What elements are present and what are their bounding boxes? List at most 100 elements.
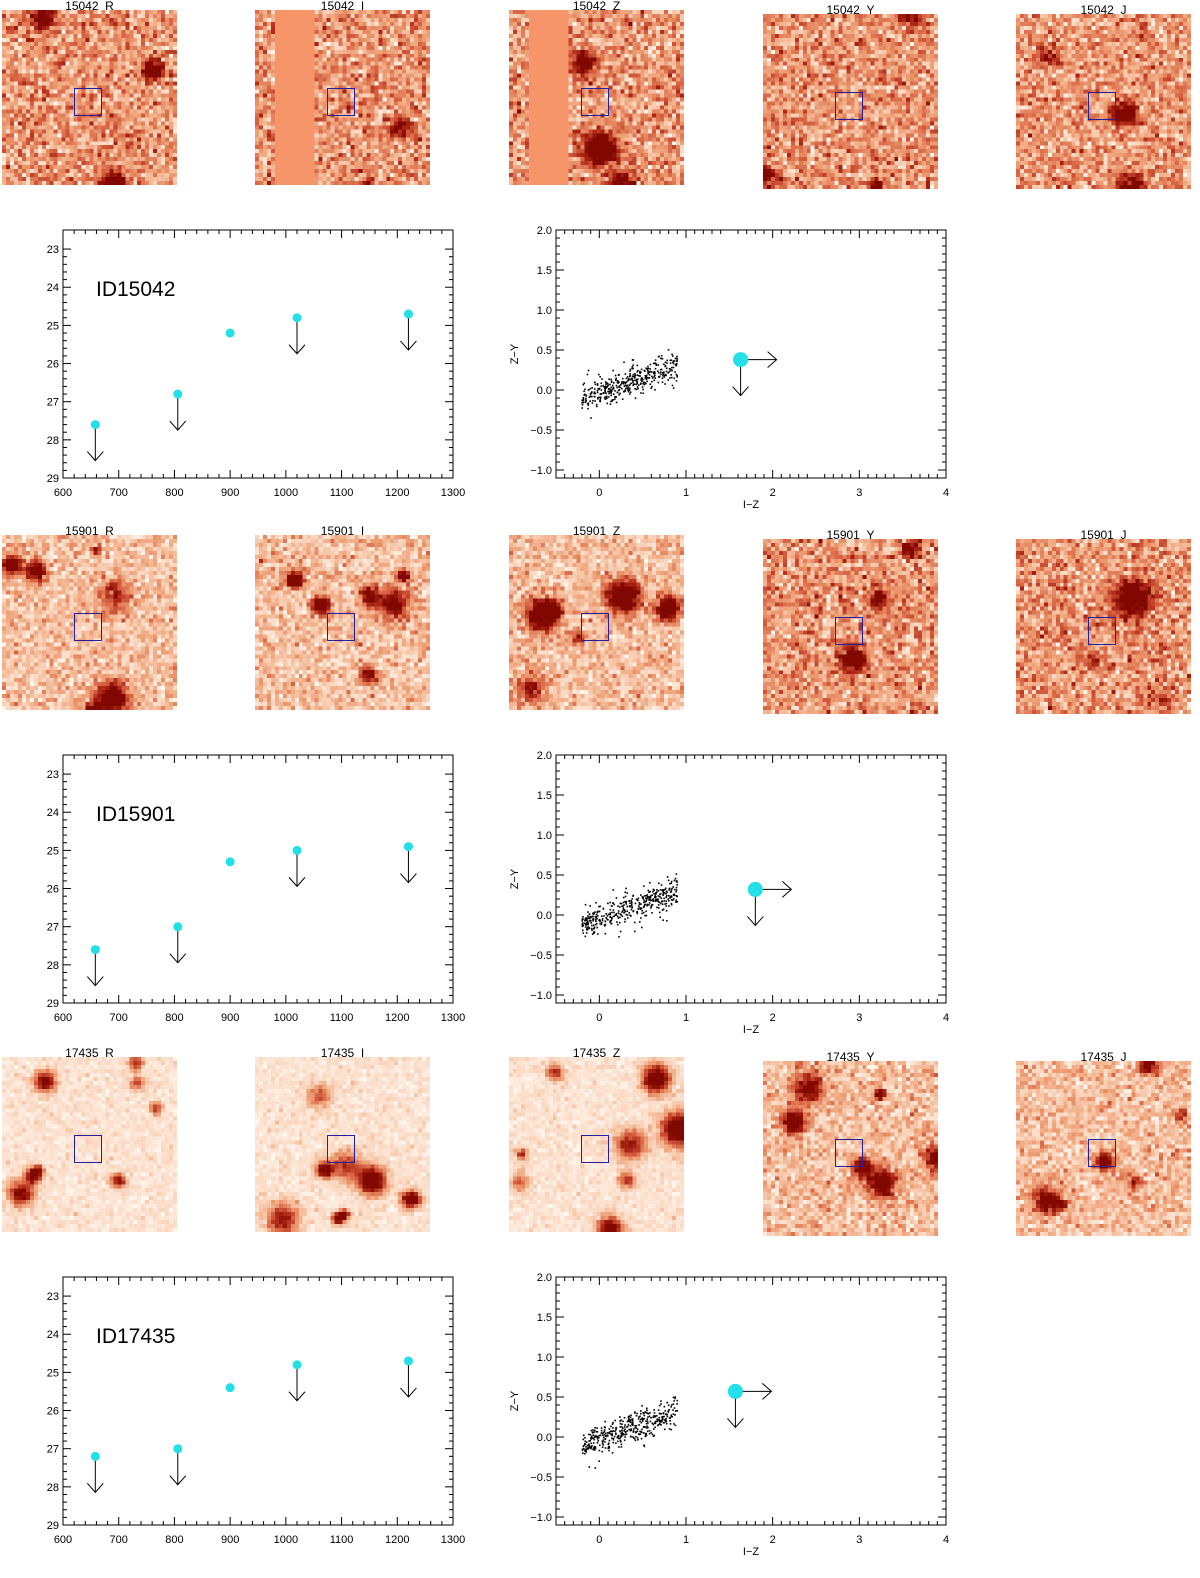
locus-star [598,1434,600,1437]
locus-star [608,1432,611,1435]
magnitude-point [292,845,302,855]
locus-star [608,1449,610,1452]
locus-star [604,925,606,927]
locus-star [660,902,662,905]
x-tick-label: 900 [221,1012,239,1024]
locus-star [626,1420,629,1423]
locus-star [614,1419,616,1422]
locus-star [676,355,678,358]
locus-star [633,377,636,379]
locus-star [644,370,646,372]
locus-star [604,397,606,400]
locus-star [581,929,584,932]
locus-star [645,910,647,913]
locus-star [672,898,675,900]
locus-star [673,893,675,896]
locus-star [636,382,639,385]
locus-star [640,377,643,379]
locus-star [652,898,655,900]
locus-star [596,1427,598,1429]
locus-star [675,364,678,367]
locus-star [590,1447,592,1450]
locus-star [620,1435,622,1437]
locus-star [624,918,626,921]
locus-star [658,1412,661,1415]
magnitude-point [403,1356,413,1366]
locus-star [646,1430,649,1433]
locus-star [659,895,661,898]
locus-star [629,905,631,908]
x-tick-label: 1200 [385,1012,409,1024]
locus-star [653,372,656,375]
x-tick-label: 1000 [274,1012,298,1024]
locus-star [643,895,646,897]
locus-star [619,916,621,919]
upper-limit-arrow [86,949,104,987]
locus-star [668,1408,671,1411]
y-tick-label: 29 [47,473,59,485]
locus-star [612,1421,614,1424]
y-tick-label: −1.0 [530,990,552,1002]
locus-star [582,1434,585,1437]
locus-star [671,887,673,890]
locus-star [632,383,635,386]
locus-star [584,935,587,938]
locus-star [602,392,605,394]
locus-star [631,1423,633,1425]
locus-star [660,897,662,899]
locus-star [608,1431,611,1434]
x-tick-label: 3 [856,1012,862,1024]
locus-star [604,390,606,392]
locus-star [662,892,665,894]
y-tick-label: 1.5 [537,265,552,277]
locus-star [656,906,658,909]
locus-star [644,1411,647,1413]
locus-star [586,927,588,930]
locus-star [622,1432,625,1435]
locus-star [633,930,636,933]
locus-star [665,1413,667,1415]
y-tick-label: −0.5 [530,425,552,437]
x-tick-label: 1 [683,1012,689,1024]
color-color-chart: 0 1 2 3 4 −1.0 −0.5 0.0 0.5 1.0 1.5 2.0 I−Z Z−Y [509,1272,949,1558]
locus-star [658,1404,661,1407]
color-color-chart: 0 1 2 3 4 −1.0 −0.5 0.0 0.5 1.0 1.5 2.0 I−Z Z−Y [509,225,949,511]
locus-star [619,1430,621,1432]
locus-star [640,378,643,380]
locus-star [624,1433,626,1436]
x-tick-label: 1000 [274,1534,298,1546]
y-tick-label: 25 [47,320,59,332]
locus-star [656,1424,659,1427]
locus-star [631,897,634,900]
stamp-label: 17435_I [320,1046,365,1060]
locus-star [620,382,623,385]
locus-star [632,910,634,913]
locus-star [611,399,614,401]
locus-star [609,921,611,924]
locus-star [582,398,585,401]
locus-star [595,913,598,916]
locus-star [615,1433,617,1436]
locus-star [599,922,601,925]
locus-star [615,401,618,404]
stamp-image [255,535,430,710]
locus-star [621,398,624,400]
locus-star [648,1415,651,1418]
locus-star [622,896,625,899]
locus-star [614,1430,616,1433]
locus-star [655,1415,658,1417]
locus-star [660,1421,662,1423]
locus-star [670,1414,673,1416]
locus-star [635,388,638,391]
locus-star [587,1443,590,1446]
locus-star [585,397,587,400]
locus-star [666,919,668,922]
y-axis-label: Z−Y [509,343,521,364]
y-tick-label: 1.5 [537,1312,552,1324]
locus-star [610,381,613,383]
locus-star [614,396,617,398]
locus-star [640,1421,643,1424]
locus-star [590,417,592,419]
locus-star [671,369,673,372]
